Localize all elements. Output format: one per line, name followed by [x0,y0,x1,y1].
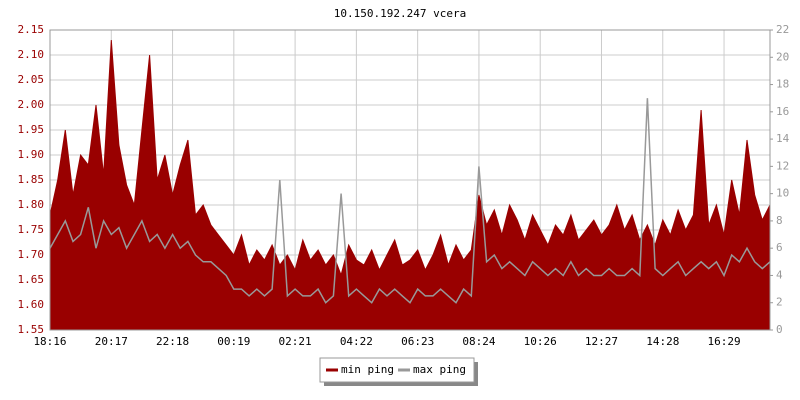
legend-box [319,357,475,383]
y-tick-label: 1.70 [18,248,45,261]
y-tick-label: 1.80 [18,198,45,211]
x-tick-label: 20:17 [95,335,128,348]
y-tick-label: 1.60 [18,298,45,311]
y2-tick-label: 12 [776,159,789,172]
legend-label: max ping [413,363,466,376]
y2-tick-label: 6 [776,241,783,254]
y-tick-label: 2.10 [18,48,45,61]
y2-tick-label: 18 [776,78,789,91]
plot-frame [49,29,771,331]
x-tick-label: 18:16 [33,335,66,348]
y2-tick-label: 2 [776,296,783,309]
y2-tick-label: 14 [776,132,790,145]
y2-tick-label: 4 [776,268,783,281]
x-tick-label: 08:24 [462,335,495,348]
area [49,39,771,331]
x-tick-label: 06:23 [401,335,434,348]
y-tick-label: 2.00 [18,98,45,111]
y-tick-label: 2.05 [18,73,45,86]
y-tick-label: 1.85 [18,173,45,186]
x-tick-label: 22:18 [156,335,189,348]
y2-tick-label: 20 [776,50,789,63]
x-tick-label: 00:19 [217,335,250,348]
chart-title: 10.150.192.247 vcera [334,7,466,20]
x-tick-label: 16:29 [707,335,740,348]
x-tick-label: 10:26 [524,335,557,348]
x-tick-label: 14:28 [646,335,679,348]
y2-tick-label: 8 [776,214,783,227]
x-tick-label: 12:27 [585,335,618,348]
y-tick-label: 1.95 [18,123,45,136]
y-tick-label: 1.90 [18,148,45,161]
x-tick-label: 02:21 [279,335,312,348]
y2-tick-label: 0 [776,323,783,336]
y-tick-label: 1.65 [18,273,45,286]
x-tick-label: 04:22 [340,335,373,348]
y2-tick-label: 10 [776,187,789,200]
line [49,98,771,304]
y-tick-label: 1.75 [18,223,45,236]
y2-tick-label: 16 [776,105,789,118]
y2-tick-label: 22 [776,23,789,36]
legend-label: min ping [341,363,394,376]
y-tick-label: 2.15 [18,23,45,36]
y-tick-label: 1.55 [18,323,45,336]
